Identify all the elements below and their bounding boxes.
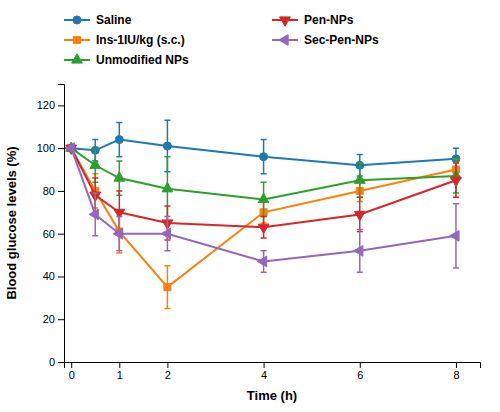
tick-label: 60: [43, 228, 55, 240]
legend-marker: [279, 35, 288, 46]
point: [163, 142, 171, 150]
tick-mark: [71, 362, 72, 368]
line: [71, 140, 456, 166]
legend-label: Sec-Pen-NPs: [304, 33, 379, 47]
y-axis: 0 20 40 60 80 100 120: [37, 85, 65, 369]
point: [114, 172, 125, 181]
tick-label: 0: [49, 356, 55, 368]
tick-mark: [264, 362, 265, 368]
tick: 100: [37, 142, 64, 154]
x-axis: 0 1 2 4 6 8: [65, 362, 481, 381]
series: [67, 120, 460, 176]
tick: 20: [43, 313, 64, 325]
tick-label: 6: [357, 369, 363, 381]
legend: Saline Ins-1IU/kg (s.c.) Unmodified NPs Pen…: [64, 13, 379, 67]
tick: 40: [43, 270, 64, 282]
legend-marker: [72, 54, 83, 63]
legend-item: Sec-Pen-NPs: [272, 33, 379, 47]
point: [65, 143, 74, 154]
line: [71, 148, 456, 199]
legend-label: Ins-1IU/kg (s.c.): [96, 33, 185, 47]
tick-label: 8: [453, 369, 459, 381]
tick-label: 80: [43, 185, 55, 197]
point: [90, 159, 101, 168]
tick: 60: [43, 228, 64, 240]
tick: 0: [69, 362, 75, 381]
tick: 2: [165, 362, 171, 381]
line: [71, 148, 456, 287]
tick-mark: [456, 362, 457, 368]
y-axis-title: Blood glucose levels (%): [4, 146, 19, 299]
error-bar: [164, 266, 170, 309]
tick-label: 100: [37, 142, 55, 154]
tick: 80: [43, 185, 64, 197]
point: [354, 174, 365, 183]
point: [161, 228, 170, 239]
point: [164, 284, 171, 291]
legend-label: Unmodified NPs: [96, 53, 189, 67]
point: [115, 136, 123, 144]
legend-item: Pen-NPs: [272, 13, 354, 27]
legend-label: Saline: [96, 13, 132, 27]
line: [71, 148, 456, 261]
marks: [65, 120, 461, 308]
tick-mark: [58, 234, 64, 235]
tick-label: 1: [117, 369, 123, 381]
tick-label: 40: [43, 270, 55, 282]
point: [451, 177, 462, 186]
tick-mark: [58, 191, 64, 192]
tick: 6: [357, 362, 363, 381]
tick-mark: [58, 276, 64, 277]
error-bar: [116, 122, 122, 156]
legend-label: Pen-NPs: [304, 13, 354, 27]
legend-marker: [73, 36, 80, 43]
tick-mark: [58, 148, 64, 149]
axis-line: [58, 85, 65, 363]
legend-marker: [280, 17, 291, 26]
tick: 0: [49, 356, 64, 368]
chart: 012468020406080100120Time (h)Blood gluco…: [0, 0, 500, 412]
tick-mark: [167, 362, 168, 368]
point: [89, 209, 98, 220]
tick: 1: [117, 362, 123, 381]
point: [257, 256, 266, 267]
tick-label: 120: [37, 99, 55, 111]
point: [258, 193, 269, 202]
tick-label: 2: [165, 369, 171, 381]
tick: 8: [453, 362, 459, 381]
series: [68, 145, 460, 309]
series: [65, 143, 459, 272]
legend-marker: [73, 16, 81, 24]
tick-mark: [58, 105, 64, 106]
point: [354, 245, 363, 256]
point: [260, 153, 268, 161]
point: [162, 183, 173, 192]
point: [450, 230, 459, 241]
tick: 120: [37, 99, 64, 111]
tick-label: 4: [261, 369, 267, 381]
series: [66, 142, 461, 221]
x-axis-title: Time (h): [247, 388, 297, 403]
point: [113, 228, 122, 239]
legend-item: Ins-1IU/kg (s.c.): [64, 33, 185, 47]
error-bar: [261, 140, 267, 174]
point: [354, 211, 365, 220]
tick-label: 20: [43, 313, 55, 325]
tick: 4: [261, 362, 267, 381]
series: [66, 145, 461, 240]
plot: 012468020406080100120: [37, 85, 481, 381]
tick-mark: [360, 362, 361, 368]
tick-mark: [119, 362, 120, 368]
legend-item: Unmodified NPs: [64, 53, 189, 67]
tick-mark: [58, 319, 64, 320]
legend-item: Saline: [64, 13, 132, 27]
axis-line: [65, 363, 481, 369]
line: [71, 148, 456, 227]
point: [258, 224, 269, 233]
tick-mark: [58, 362, 64, 363]
tick-label: 0: [69, 369, 75, 381]
